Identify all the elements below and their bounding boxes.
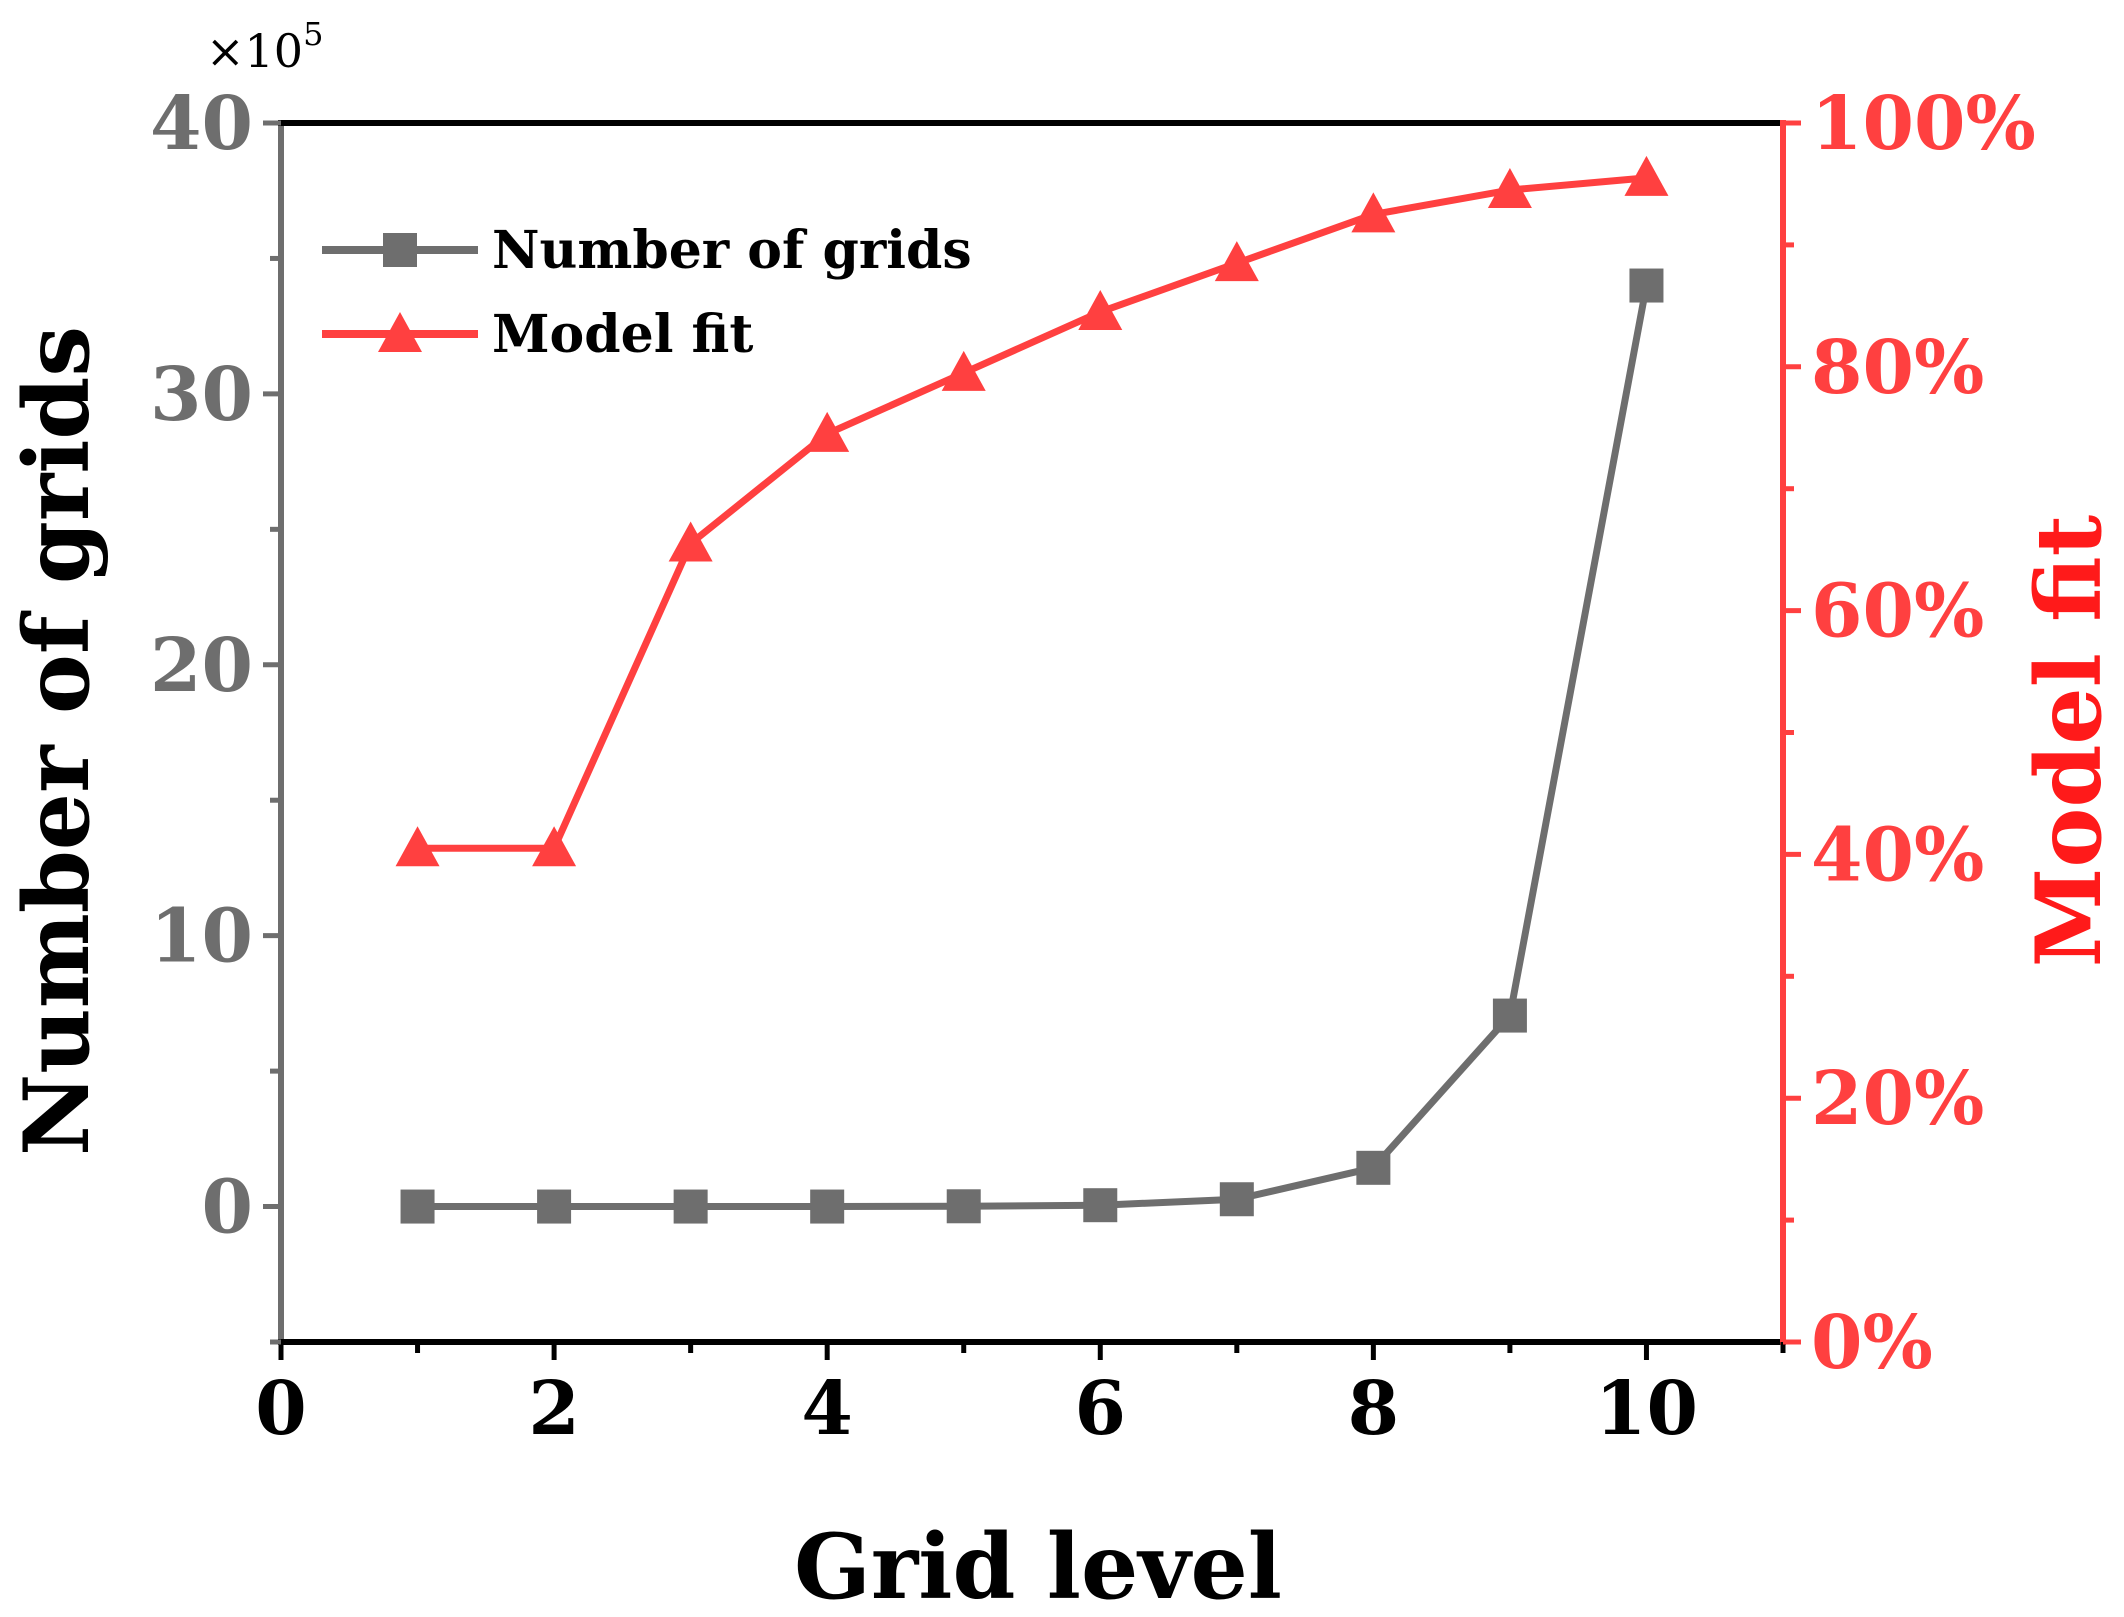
x-tick-label: 8 [1348, 1366, 1400, 1452]
left-axis-multiplier: ×105 [206, 15, 323, 78]
x-axis-title: Grid level [794, 1514, 1282, 1617]
data-point-model-fit [1214, 241, 1259, 282]
data-point-number-of-grids [1219, 1182, 1254, 1217]
series-model-fit [395, 155, 1669, 867]
x-tick-label: 10 [1595, 1366, 1698, 1452]
series-layer [395, 155, 1669, 1224]
multiplier-exponent: 5 [303, 15, 323, 53]
right-y-tick-label: 100% [1811, 81, 2036, 167]
tick-marks [263, 120, 1801, 1360]
data-point-model-fit [668, 521, 713, 562]
data-point-number-of-grids [1356, 1150, 1391, 1185]
left-y-tick-label: 30 [150, 352, 253, 438]
legend-triangle-marker [378, 312, 422, 352]
tick-labels: 0 2 4 6 8 10 0 10 20 30 40 0% 20% 40% 60% 80% 100% [150, 81, 2036, 1452]
data-point-number-of-grids [673, 1189, 708, 1224]
data-point-number-of-grids [537, 1189, 572, 1224]
legend: Number of grids Model fit [322, 220, 972, 365]
right-y-tick-label: 20% [1811, 1056, 1984, 1142]
data-point-model-fit [1078, 289, 1123, 330]
data-point-model-fit [395, 826, 440, 867]
data-point-model-fit [1624, 155, 1669, 196]
left-y-tick-label: 10 [150, 894, 253, 980]
series-line-model-fit [417, 174, 1647, 852]
data-point-model-fit [1487, 168, 1532, 209]
right-y-tick-label: 40% [1811, 812, 1984, 898]
data-point-number-of-grids [1492, 998, 1527, 1033]
legend-label-model-fit: Model fit [492, 304, 753, 365]
data-point-number-of-grids [810, 1189, 845, 1224]
right-y-axis-title: Model fit [2016, 514, 2122, 967]
x-tick-label: 4 [801, 1366, 853, 1452]
x-tick-label: 2 [528, 1366, 580, 1452]
left-y-axis-title: Number of grids [4, 326, 110, 1156]
x-tick-label: 6 [1075, 1366, 1127, 1452]
left-y-tick-label: 20 [150, 623, 253, 709]
data-point-number-of-grids [400, 1189, 435, 1224]
data-point-model-fit [1351, 192, 1396, 233]
legend-square-marker [383, 233, 417, 267]
data-point-number-of-grids [946, 1189, 981, 1224]
data-point-number-of-grids [1629, 268, 1664, 303]
left-y-tick-label: 40 [150, 81, 253, 167]
right-y-tick-label: 0% [1811, 1300, 1933, 1386]
left-y-tick-label: 0 [202, 1165, 254, 1251]
right-y-tick-label: 80% [1811, 325, 1984, 411]
data-point-number-of-grids [1083, 1188, 1118, 1223]
legend-item-model-fit: Model fit [322, 304, 753, 365]
data-point-model-fit [805, 411, 850, 452]
x-tick-label: 0 [255, 1366, 307, 1452]
right-y-tick-label: 60% [1811, 569, 1984, 655]
series-line-number-of-grids [417, 284, 1650, 1211]
series-number-of-grids [400, 268, 1664, 1224]
legend-label-number-of-grids: Number of grids [492, 220, 972, 281]
data-point-model-fit [532, 826, 577, 867]
data-point-model-fit [941, 350, 986, 391]
multiplier-base: ×10 [206, 24, 303, 78]
legend-item-number-of-grids: Number of grids [322, 220, 972, 281]
